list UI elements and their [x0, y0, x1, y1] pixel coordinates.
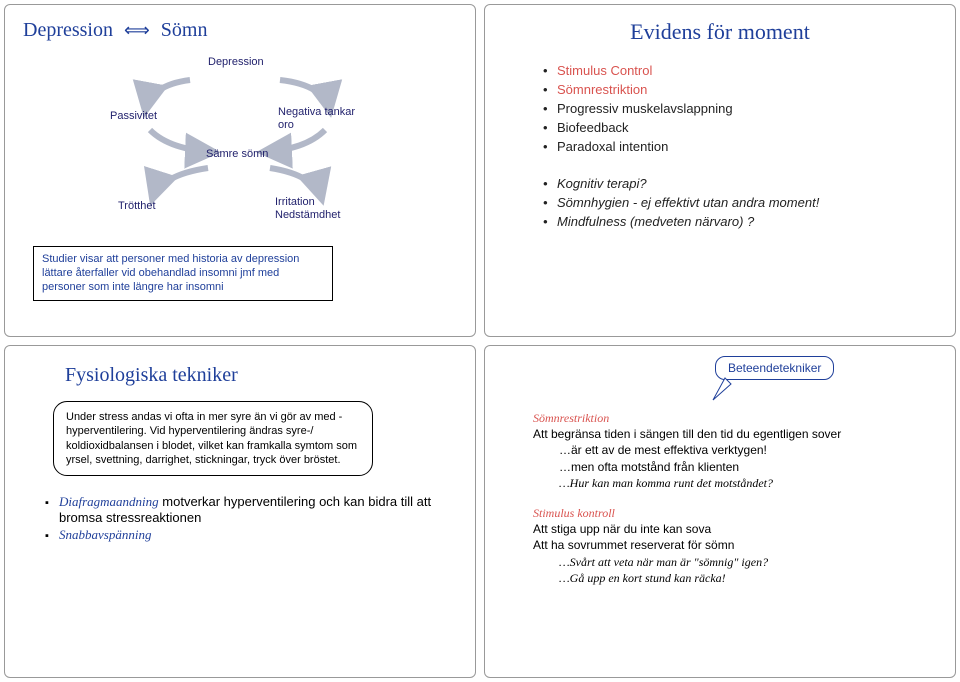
panel3-list: Diafragmaandning motverkar hyperventiler…	[45, 494, 457, 543]
sec2-title: Stimulus kontroll	[533, 505, 937, 521]
sec1-line4: …Hur kan man komma runt det motståndet?	[559, 475, 937, 491]
sec2-line2: Att ha sovrummet reserverat för sömn	[533, 537, 937, 553]
bullets-group2: Kognitiv terapi? Sömnhygien - ej effekti…	[543, 176, 937, 229]
bullet-item: Kognitiv terapi?	[543, 176, 937, 191]
sec1-title: Sömnrestriktion	[533, 410, 937, 426]
panel1-title: Depression ⟺ Sömn	[23, 19, 457, 42]
panel-evidens: Evidens för moment Stimulus Control Sömn…	[484, 4, 956, 337]
cycle-right-top-l2: oro	[278, 119, 294, 131]
bullet-item: Sömnrestriktion	[543, 82, 937, 97]
bullet-item: Mindfulness (medveten närvaro) ?	[543, 214, 937, 229]
sec1-line2: …är ett av de mest effektiva verktygen!	[559, 442, 937, 458]
panel3-title: Fysiologiska tekniker	[65, 364, 457, 387]
bullet-item: Stimulus Control	[543, 63, 937, 78]
list-item: Diafragmaandning motverkar hyperventiler…	[45, 494, 457, 525]
cycle-right-bot-l2: Nedstämdhet	[275, 209, 340, 221]
cycle-left-top: Passivitet	[110, 110, 157, 123]
bullet-item: Progressiv muskelavslappning	[543, 101, 937, 116]
cycle-right-top-l1: Negativa tankar	[278, 106, 355, 118]
lead-word: Snabbavspänning	[59, 527, 151, 542]
panel-fysiologiska: Fysiologiska tekniker Under stress andas…	[4, 345, 476, 678]
sec1-line1: Att begränsa tiden i sängen till den tid…	[533, 426, 937, 442]
double-arrow-icon: ⟺	[124, 20, 150, 40]
cycle-mid: Sämre sömn	[206, 148, 268, 161]
lead-word: Diafragmaandning	[59, 494, 159, 509]
cycle-right-top: Negativa tankar oro	[278, 106, 355, 131]
sec1-line3: …men ofta motstånd från klienten	[559, 459, 937, 475]
callout-tail-icon	[705, 376, 745, 406]
panel-depression-somn: Depression ⟺ Sömn	[4, 4, 476, 337]
sec2-line4: …Gå upp en kort stund kan räcka!	[559, 570, 937, 586]
cycle-right-bot-l1: Irritation	[275, 196, 315, 208]
panel-beteendetekniker: Beteendetekniker Sömnrestriktion Att beg…	[484, 345, 956, 678]
panel4-body: Sömnrestriktion Att begränsa tiden i sän…	[533, 410, 937, 586]
bullet-item: Sömnhygien - ej effektivt utan andra mom…	[543, 195, 937, 210]
bullet-item: Biofeedback	[543, 120, 937, 135]
bullet-item: Paradoxal intention	[543, 139, 937, 154]
sec2-line3: …Svårt att veta när man är "sömnig" igen…	[559, 554, 937, 570]
panel2-title: Evidens för moment	[503, 19, 937, 45]
cycle-right-bot: Irritation Nedstämdhet	[275, 196, 340, 221]
cycle-left-bot: Trötthet	[118, 200, 156, 213]
stress-box: Under stress andas vi ofta in mer syre ä…	[53, 401, 373, 476]
list-item: Snabbavspänning	[45, 527, 457, 543]
title-left: Depression	[23, 19, 113, 41]
title-right: Sömn	[161, 19, 208, 41]
cycle-diagram: Depression Passivitet Negativa tankar or…	[90, 50, 390, 240]
study-note: Studier visar att personer med historia …	[33, 246, 333, 301]
cycle-top: Depression	[208, 56, 264, 69]
sec2-line1: Att stiga upp när du inte kan sova	[533, 521, 937, 537]
bullets-group1: Stimulus Control Sömnrestriktion Progres…	[543, 63, 937, 154]
